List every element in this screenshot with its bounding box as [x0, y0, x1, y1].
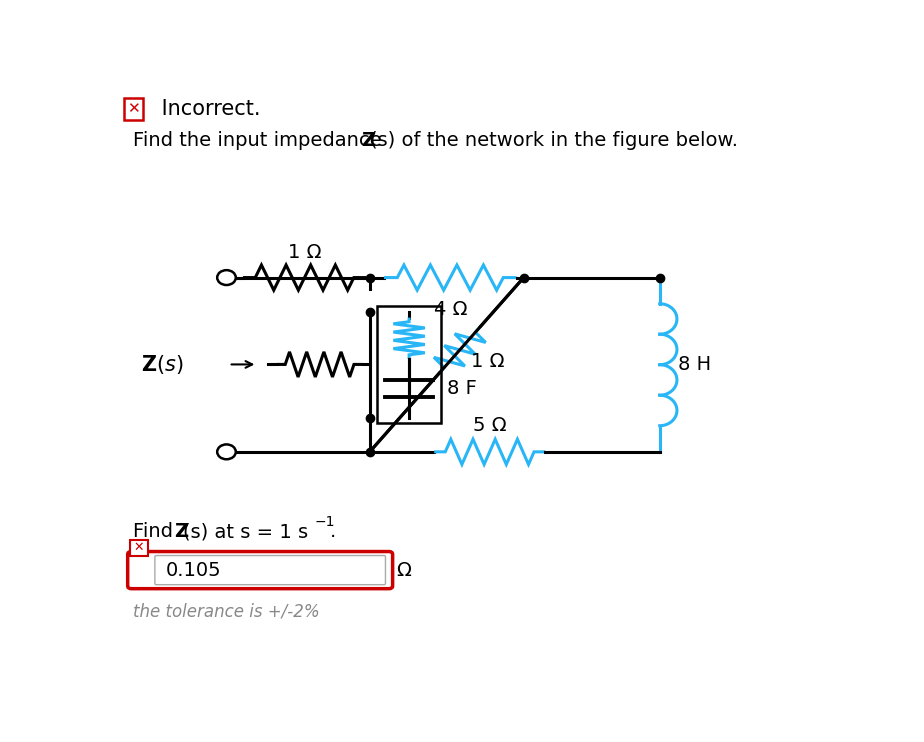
Text: .: .	[331, 522, 336, 542]
Text: ✕: ✕	[127, 102, 140, 116]
Text: Ω: Ω	[396, 561, 411, 580]
Text: Z: Z	[175, 522, 188, 542]
FancyBboxPatch shape	[128, 551, 393, 588]
Text: Incorrect.: Incorrect.	[155, 99, 261, 119]
Text: 0.105: 0.105	[165, 561, 221, 580]
Text: (s) at s = 1 s: (s) at s = 1 s	[183, 522, 308, 542]
Text: 8 H: 8 H	[677, 355, 711, 374]
Bar	[377, 306, 442, 423]
FancyBboxPatch shape	[124, 98, 142, 120]
Text: (s) of the network in the figure below.: (s) of the network in the figure below.	[370, 131, 737, 150]
Text: 5 Ω: 5 Ω	[473, 416, 506, 435]
Text: 1 Ω: 1 Ω	[470, 352, 504, 371]
Text: −1: −1	[314, 514, 335, 528]
FancyBboxPatch shape	[155, 556, 385, 585]
Text: 1 Ω: 1 Ω	[287, 243, 322, 262]
Text: 4 Ω: 4 Ω	[433, 301, 467, 320]
Text: Z: Z	[361, 131, 375, 150]
Text: $\mathbf{Z}$$(s)$: $\mathbf{Z}$$(s)$	[140, 353, 183, 376]
Text: Find: Find	[133, 522, 179, 542]
FancyBboxPatch shape	[129, 539, 148, 556]
Text: ✕: ✕	[133, 541, 143, 554]
Text: Find the input impedance: Find the input impedance	[133, 131, 388, 150]
Text: the tolerance is +/-2%: the tolerance is +/-2%	[133, 603, 320, 621]
Text: 8 F: 8 F	[447, 378, 477, 398]
